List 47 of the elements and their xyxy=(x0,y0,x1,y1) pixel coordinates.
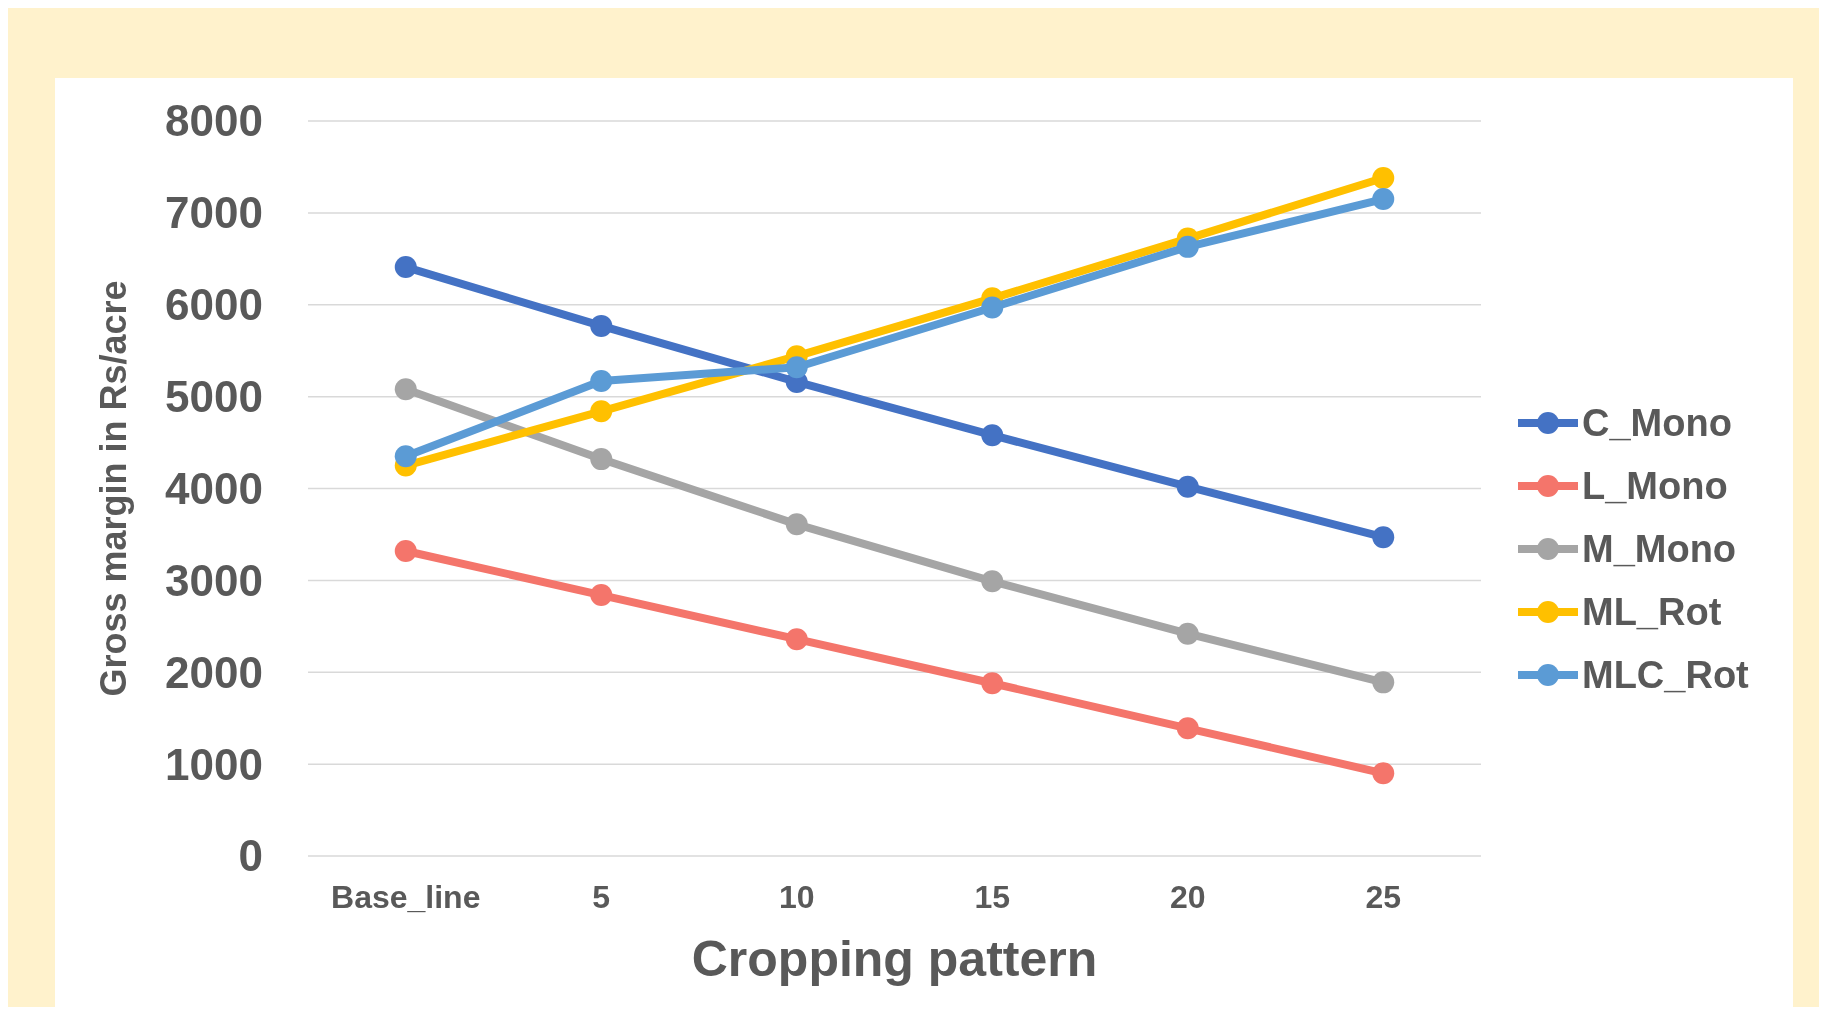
y-tick-label: 6000 xyxy=(165,280,263,330)
point xyxy=(1372,188,1395,211)
y-tick-label: 1000 xyxy=(165,739,263,789)
point xyxy=(590,584,613,607)
y-tick-label: 3000 xyxy=(165,555,263,605)
point xyxy=(394,445,417,468)
point xyxy=(981,570,1004,593)
point xyxy=(1176,622,1199,645)
point xyxy=(394,256,417,279)
y-tick-label: 0 xyxy=(238,831,263,881)
legend-label: L_Mono xyxy=(1582,465,1728,508)
point xyxy=(590,370,613,393)
point xyxy=(394,539,417,562)
point xyxy=(785,628,808,651)
point xyxy=(981,424,1004,447)
x-tick-label: 10 xyxy=(778,879,815,915)
point xyxy=(1372,762,1395,785)
x-tick-label: 15 xyxy=(974,879,1011,915)
y-tick-label: 8000 xyxy=(165,96,263,146)
point xyxy=(1372,671,1395,694)
legend-label: MLC_Rot xyxy=(1582,654,1750,697)
x-tick-label: 5 xyxy=(592,879,611,915)
x-tick-label: 25 xyxy=(1365,879,1402,915)
point xyxy=(1176,235,1199,258)
y-tick-label: 2000 xyxy=(165,647,263,697)
point xyxy=(590,448,613,471)
legend-label: ML_Rot xyxy=(1582,591,1722,634)
point xyxy=(785,356,808,379)
y-axis-title: Gross margin in Rs/acre xyxy=(93,280,134,697)
point xyxy=(981,672,1004,695)
legend-label: C_Mono xyxy=(1582,402,1732,445)
point xyxy=(1372,166,1395,189)
point xyxy=(981,296,1004,319)
x-tick-label: Base_line xyxy=(331,879,481,915)
point xyxy=(785,513,808,536)
x-axis-title: Cropping pattern xyxy=(691,931,1098,987)
y-tick-label: 4000 xyxy=(165,463,263,513)
point xyxy=(394,378,417,401)
point xyxy=(1176,717,1199,740)
y-tick-label: 5000 xyxy=(165,372,263,422)
point xyxy=(590,400,613,423)
legend-label: M_Mono xyxy=(1582,528,1737,571)
point xyxy=(1176,475,1199,498)
point xyxy=(590,314,613,337)
x-tick-label: 20 xyxy=(1169,879,1206,915)
y-tick-label: 7000 xyxy=(165,188,263,238)
point xyxy=(1372,526,1395,549)
